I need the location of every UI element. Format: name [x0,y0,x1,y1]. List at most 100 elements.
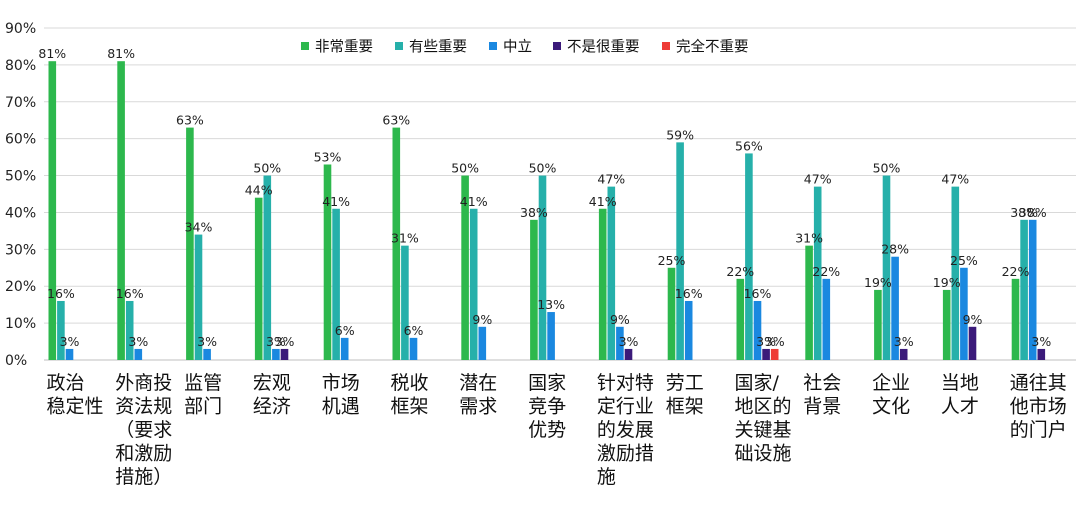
data-label: 3% [60,334,80,349]
data-label: 22% [812,264,840,279]
bar [598,208,607,360]
bar [770,348,779,360]
data-label: 3% [756,334,776,349]
data-label: 56% [735,138,763,153]
legend-label: 完全不重要 [676,38,749,56]
bar [960,267,968,360]
data-label: 63% [382,113,410,128]
y-tick-label: 80% [5,58,36,74]
bar [203,348,211,360]
legend-swatch [553,42,561,50]
data-label: 50% [529,161,557,176]
bar [607,186,616,360]
legend-label: 不是很重要 [567,39,640,56]
y-tick-label: 0% [5,353,27,369]
bar [547,312,555,360]
bar [813,186,822,360]
bar [48,61,57,360]
data-label: 81% [38,46,66,61]
data-label: 3% [1031,334,1051,349]
category-label: 当地人才 [941,372,979,418]
data-label: 22% [1002,264,1030,279]
bar [125,300,134,360]
data-label: 6% [404,323,424,338]
category-label: 企业文化 [872,372,910,418]
data-label: 50% [253,161,281,176]
data-label: 47% [804,172,832,187]
data-label: 19% [864,275,892,290]
data-label: 6% [335,323,355,338]
bar [1037,348,1046,360]
category-label: 国家/地区的关键基础设施 [735,372,792,465]
data-label: 3% [266,334,286,349]
y-tick-label: 30% [5,242,36,258]
bar [899,348,908,360]
bar [134,348,143,360]
data-label: 38% [1019,205,1047,220]
bar [667,267,676,360]
y-tick-label: 20% [5,279,36,295]
data-label: 41% [322,194,350,209]
bar [186,127,194,360]
bar [891,256,899,360]
bar [461,175,469,360]
legend-swatch [662,42,670,50]
category-label: 宏观经济 [253,372,291,418]
bar [392,127,401,360]
bar [822,278,831,360]
bar [805,245,813,360]
data-label: 9% [610,312,630,327]
category-label: 针对特定行业的发展激励措施 [597,372,654,488]
bar [117,61,125,360]
data-label: 38% [1010,205,1038,220]
data-label: 47% [597,172,625,187]
category-label: 监管部门 [184,372,222,418]
data-label: 81% [107,46,135,61]
bar [263,175,272,360]
data-label: 13% [537,297,565,312]
legend-swatch [301,42,309,50]
data-label: 41% [460,194,488,209]
bar [616,326,624,360]
bars [48,61,1046,360]
data-label: 16% [675,286,703,301]
category-label: 政治稳定性 [47,372,104,418]
category-label: 通往其他市场的门户 [1010,372,1067,441]
bar [538,175,547,360]
data-label: 25% [658,253,686,268]
data-label: 22% [726,264,754,279]
bar [676,142,684,360]
bar [951,186,960,360]
y-axis: 0% 10% 20% 30% 40% 50% 60% 70% 80% 90% [5,21,36,369]
legend-swatch [395,42,403,50]
bar [684,300,693,360]
data-label: 9% [963,312,983,327]
legend-label: 中立 [503,39,532,56]
y-tick-label: 40% [5,205,36,221]
data-label: 41% [589,194,617,209]
y-tick-label: 90% [5,21,36,37]
data-label: 59% [666,127,694,142]
bar [968,326,977,360]
bar [1011,278,1020,360]
bar [530,219,538,360]
data-label: 34% [185,220,213,235]
data-label: 3% [619,334,639,349]
bar [57,300,65,360]
data-label: 3% [765,334,785,349]
category-label: 劳工框架 [666,372,704,418]
data-label: 50% [873,161,901,176]
category-label: 社会背景 [803,372,841,418]
data-label: 16% [744,286,772,301]
category-label: 税收框架 [391,372,429,418]
data-labels: 81%16%3%81%16%3%63%34%3%44%50%3%3%53%41%… [38,46,1051,349]
category-label: 潜在需求 [459,372,497,418]
data-label: 31% [795,231,823,246]
y-tick-label: 70% [5,95,36,111]
bar [1028,219,1037,360]
legend: 非常重要 有些重要 中立 不是很重要 完全不重要 [301,38,749,56]
bar [323,164,332,360]
data-label: 16% [116,286,144,301]
data-label: 3% [894,334,914,349]
